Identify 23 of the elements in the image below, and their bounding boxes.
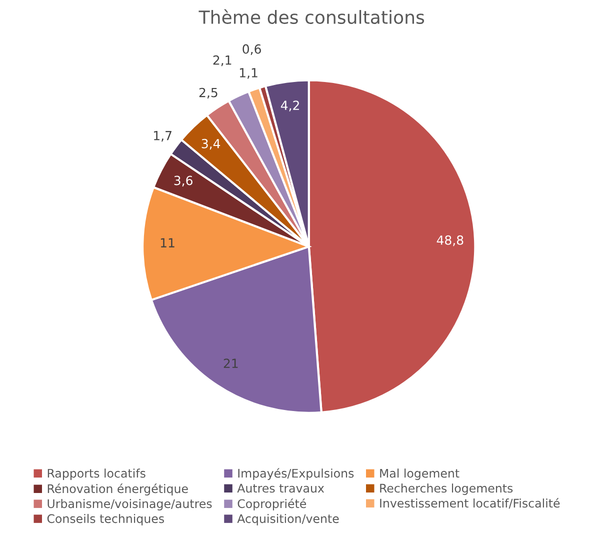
data-label: 1,1 bbox=[240, 68, 258, 79]
data-label: 0,6 bbox=[242, 44, 261, 56]
data-label: 11 bbox=[160, 238, 174, 248]
data-label: 3,4 bbox=[202, 138, 220, 150]
data-label: 4,2 bbox=[280, 100, 299, 112]
legend-label: Rénovation énergétique bbox=[48, 484, 188, 496]
legend-label: Autres travaux bbox=[237, 484, 324, 493]
data-label: 21 bbox=[224, 358, 238, 368]
data-label: 2,1 bbox=[213, 55, 232, 66]
legend-label: Urbanisme/voisinage/autres bbox=[48, 498, 212, 510]
data-label: 3,6 bbox=[174, 176, 192, 186]
legend-label: Rapports locatifs bbox=[48, 468, 146, 480]
legend-label: Conseils techniques bbox=[47, 514, 164, 526]
legend-label: Acquisition/vente bbox=[237, 514, 339, 526]
legend-label: Impayés/Expulsions bbox=[238, 468, 354, 480]
legend-label: Recherches logements bbox=[380, 484, 513, 495]
chart-title: Thème des consultations bbox=[198, 9, 424, 24]
data-label: 1,7 bbox=[154, 131, 172, 142]
legend-label: Copropriété bbox=[238, 498, 306, 510]
data-label: 2,5 bbox=[199, 88, 218, 99]
data-label: 48,8 bbox=[436, 235, 464, 246]
legend-label: Investissement locatif/Fiscalité bbox=[380, 498, 560, 509]
legend-label: Mal logement bbox=[380, 468, 460, 480]
